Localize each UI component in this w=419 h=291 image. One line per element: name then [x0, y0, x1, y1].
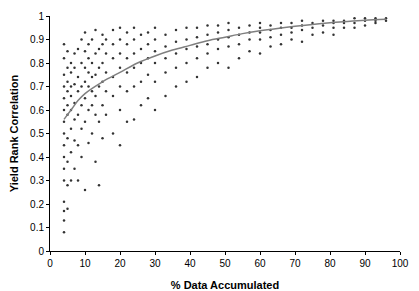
svg-text:20: 20	[114, 258, 126, 269]
svg-text:90: 90	[359, 258, 371, 269]
svg-text:0.3: 0.3	[30, 175, 44, 186]
svg-text:30: 30	[149, 258, 161, 269]
svg-text:10: 10	[79, 258, 91, 269]
svg-text:Yield Rank Correlation: Yield Rank Correlation	[8, 74, 20, 192]
svg-text:40: 40	[184, 258, 196, 269]
svg-text:50: 50	[219, 258, 231, 269]
svg-text:60: 60	[254, 258, 266, 269]
svg-text:0.8: 0.8	[30, 58, 44, 69]
svg-text:0.5: 0.5	[30, 128, 44, 139]
svg-text:0.1: 0.1	[30, 222, 44, 233]
svg-text:80: 80	[324, 258, 336, 269]
svg-text:100: 100	[392, 258, 409, 269]
svg-text:0.4: 0.4	[30, 152, 44, 163]
svg-text:0: 0	[47, 258, 53, 269]
svg-text:1: 1	[38, 11, 44, 22]
svg-text:70: 70	[289, 258, 301, 269]
svg-text:0.6: 0.6	[30, 105, 44, 116]
svg-text:0.7: 0.7	[30, 81, 44, 92]
svg-text:0: 0	[38, 246, 44, 257]
svg-text:0.9: 0.9	[30, 34, 44, 45]
svg-text:0.2: 0.2	[30, 199, 44, 210]
svg-text:% Data Accumulated: % Data Accumulated	[171, 279, 279, 291]
